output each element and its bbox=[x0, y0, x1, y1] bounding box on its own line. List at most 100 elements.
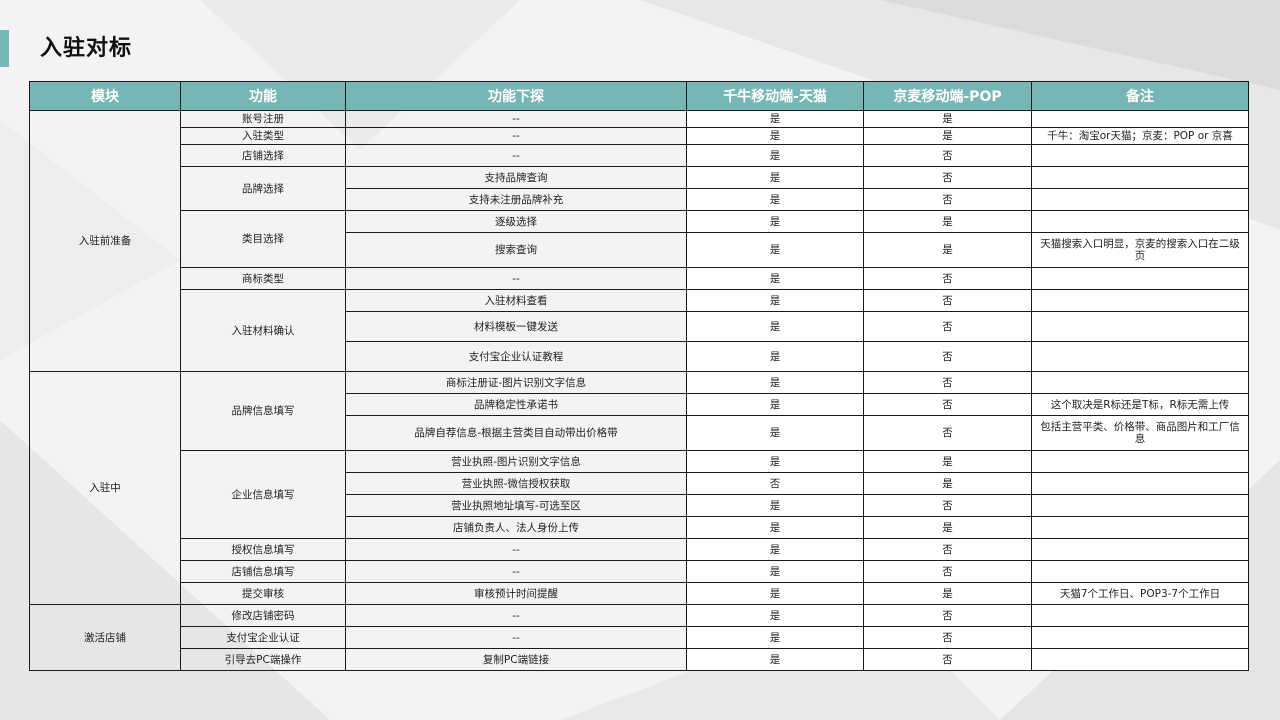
header-note: 备注 bbox=[1031, 81, 1249, 111]
note-cell bbox=[1031, 472, 1249, 495]
jd-cell: 否 bbox=[863, 289, 1032, 312]
note-cell bbox=[1031, 604, 1249, 627]
note-cell: 包括主营平类、价格带、商品图片和工厂信息 bbox=[1031, 415, 1249, 451]
detail-cell: -- bbox=[345, 626, 687, 649]
detail-cell: 店铺负责人、法人身份上传 bbox=[345, 516, 687, 539]
table-row: 营业执照地址填写-可选至区是否 bbox=[30, 494, 1249, 517]
table-row: 品牌稳定性承诺书是否这个取决是R标还是T标，R标无需上传 bbox=[30, 393, 1249, 416]
detail-cell: 品牌稳定性承诺书 bbox=[345, 393, 687, 416]
tmall-cell: 是 bbox=[686, 604, 864, 627]
table-row: 店铺信息填写 -- 是否 bbox=[30, 560, 1249, 583]
table-row: 商标类型 -- 是否 bbox=[30, 267, 1249, 290]
detail-cell: -- bbox=[345, 267, 687, 290]
table-row: 支付宝企业认证教程是否 bbox=[30, 341, 1249, 372]
jd-cell: 是 bbox=[863, 210, 1032, 233]
detail-cell: 商标注册证-图片识别文字信息 bbox=[345, 371, 687, 394]
note-cell bbox=[1031, 516, 1249, 539]
table-row: 入驻材料确认 入驻材料查看是否 bbox=[30, 289, 1249, 372]
tmall-cell: 是 bbox=[686, 166, 864, 189]
tmall-cell: 是 bbox=[686, 210, 864, 233]
jd-cell: 否 bbox=[863, 166, 1032, 189]
tmall-cell: 是 bbox=[686, 582, 864, 605]
table-row: 入驻类型 -- 是是千牛：淘宝or天猫；京麦：POP or 京喜 bbox=[30, 127, 1249, 145]
detail-cell: -- bbox=[345, 538, 687, 561]
note-cell bbox=[1031, 188, 1249, 211]
note-cell bbox=[1031, 450, 1249, 473]
note-cell bbox=[1031, 144, 1249, 167]
note-cell bbox=[1031, 560, 1249, 583]
jd-cell: 否 bbox=[863, 311, 1032, 342]
detail-cell: 材料模板一键发送 bbox=[345, 311, 687, 342]
jd-cell: 否 bbox=[863, 267, 1032, 290]
table-row: 品牌自荐信息-根据主营类目自动带出价格带是否包括主营平类、价格带、商品图片和工厂… bbox=[30, 415, 1249, 451]
jd-cell: 是 bbox=[863, 516, 1032, 539]
detail-cell: -- bbox=[345, 127, 687, 145]
jd-cell: 否 bbox=[863, 188, 1032, 211]
jd-cell: 否 bbox=[863, 648, 1032, 671]
jd-cell: 是 bbox=[863, 582, 1032, 605]
jd-cell: 是 bbox=[863, 110, 1032, 128]
note-cell bbox=[1031, 311, 1249, 342]
detail-cell: 品牌自荐信息-根据主营类目自动带出价格带 bbox=[345, 415, 687, 451]
note-cell bbox=[1031, 494, 1249, 517]
table-row: 品牌选择 支持品牌查询是否 bbox=[30, 166, 1249, 211]
table-row: 店铺选择 -- 是否 bbox=[30, 144, 1249, 167]
detail-cell: 营业执照地址填写-可选至区 bbox=[345, 494, 687, 517]
table-row: 企业信息填写 营业执照-图片识别文字信息是是 bbox=[30, 450, 1249, 539]
table-row: 授权信息填写 -- 是否 bbox=[30, 538, 1249, 561]
tmall-cell: 是 bbox=[686, 110, 864, 128]
tmall-cell: 是 bbox=[686, 289, 864, 312]
table-body: 入驻前准备 账号注册 -- 是是入驻类型 -- 是是千牛：淘宝or天猫；京麦：POP or… bbox=[29, 110, 1249, 671]
table-row: 提交审核 审核预计时间提醒是是天猫7个工作日、POP3-7个工作日 bbox=[30, 582, 1249, 605]
tmall-cell: 是 bbox=[686, 450, 864, 473]
tmall-cell: 是 bbox=[686, 494, 864, 517]
tmall-cell: 是 bbox=[686, 341, 864, 372]
function-cell: 店铺信息填写 bbox=[180, 560, 346, 583]
tmall-cell: 是 bbox=[686, 127, 864, 145]
detail-cell: -- bbox=[345, 560, 687, 583]
detail-cell: -- bbox=[345, 144, 687, 167]
note-cell: 千牛：淘宝or天猫；京麦：POP or 京喜 bbox=[1031, 127, 1249, 145]
note-cell: 天猫搜索入口明显，京麦的搜索入口在二级页 bbox=[1031, 232, 1249, 268]
tmall-cell: 是 bbox=[686, 626, 864, 649]
detail-cell: 逐级选择 bbox=[345, 210, 687, 233]
detail-cell: 营业执照-图片识别文字信息 bbox=[345, 450, 687, 473]
tmall-cell: 是 bbox=[686, 648, 864, 671]
detail-cell: 支付宝企业认证教程 bbox=[345, 341, 687, 372]
detail-cell: 审核预计时间提醒 bbox=[345, 582, 687, 605]
table-row: 搜索查询是是天猫搜索入口明显，京麦的搜索入口在二级页 bbox=[30, 232, 1249, 268]
table-row: 入驻中 品牌信息填写 商标注册证-图片识别文字信息是否 bbox=[29, 371, 1249, 605]
function-cell: 品牌信息填写 bbox=[180, 371, 346, 451]
jd-cell: 否 bbox=[863, 371, 1032, 394]
detail-cell: 支持品牌查询 bbox=[345, 166, 687, 189]
header-row: 模块 功能 功能下探 千牛移动端-天猫 京麦移动端-POP 备注 bbox=[29, 81, 1249, 111]
tmall-cell: 是 bbox=[686, 267, 864, 290]
note-cell bbox=[1031, 538, 1249, 561]
detail-cell: 入驻材料查看 bbox=[345, 289, 687, 312]
note-cell bbox=[1031, 626, 1249, 649]
detail-cell: 营业执照-微信授权获取 bbox=[345, 472, 687, 495]
function-cell: 店铺选择 bbox=[180, 144, 346, 167]
jd-cell: 否 bbox=[863, 494, 1032, 517]
detail-cell: 支持未注册品牌补充 bbox=[345, 188, 687, 211]
table-row: 营业执照-微信授权获取否是 bbox=[30, 472, 1249, 495]
note-cell bbox=[1031, 648, 1249, 671]
function-cell: 引导去PC端操作 bbox=[180, 648, 346, 671]
table-row: 店铺负责人、法人身份上传是是 bbox=[30, 516, 1249, 539]
tmall-cell: 是 bbox=[686, 144, 864, 167]
jd-cell: 否 bbox=[863, 144, 1032, 167]
jd-cell: 否 bbox=[863, 341, 1032, 372]
detail-cell: 复制PC端链接 bbox=[345, 648, 687, 671]
tmall-cell: 是 bbox=[686, 393, 864, 416]
function-cell: 账号注册 bbox=[180, 110, 346, 128]
benchmark-table: 模块 功能 功能下探 千牛移动端-天猫 京麦移动端-POP 备注 入驻前准备 账号… bbox=[29, 81, 1249, 671]
note-cell bbox=[1031, 166, 1249, 189]
jd-cell: 是 bbox=[863, 472, 1032, 495]
header-function: 功能 bbox=[180, 81, 346, 111]
jd-cell: 否 bbox=[863, 626, 1032, 649]
detail-cell: -- bbox=[345, 604, 687, 627]
jd-cell: 是 bbox=[863, 232, 1032, 268]
detail-cell: -- bbox=[345, 110, 687, 128]
function-cell: 修改店铺密码 bbox=[180, 604, 346, 627]
jd-cell: 是 bbox=[863, 127, 1032, 145]
